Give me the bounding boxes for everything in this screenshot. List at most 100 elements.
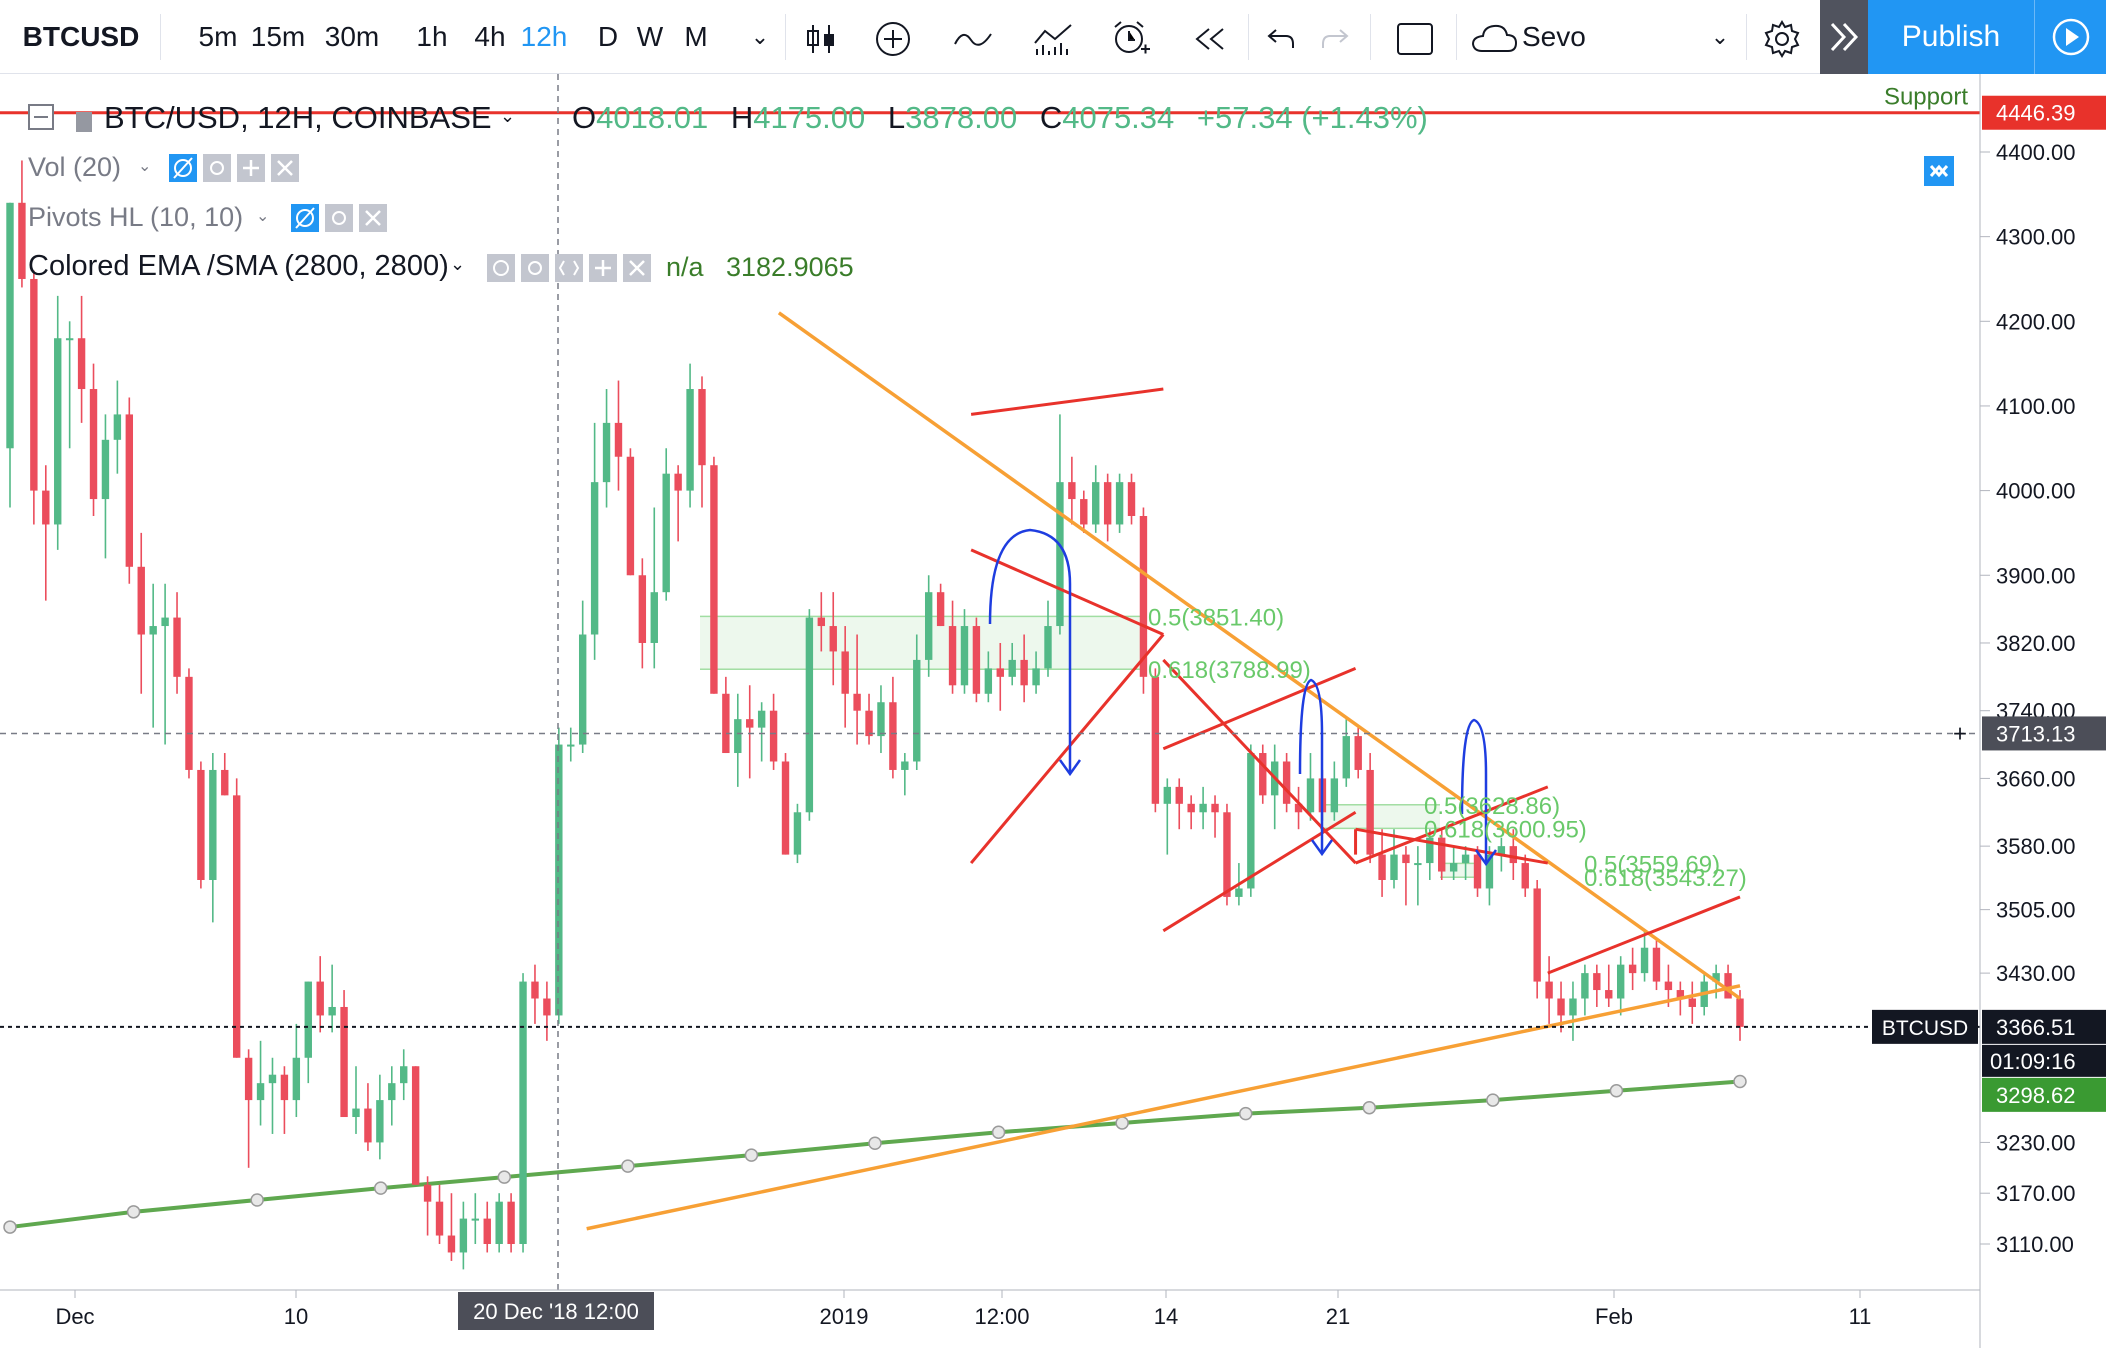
publish-options-button[interactable] [2034, 0, 2106, 74]
x-tick-label: 10 [284, 1304, 308, 1329]
y-tick-label: 3660.00 [1996, 766, 2076, 791]
candle-body [1605, 990, 1613, 999]
toolbar-divider [1248, 14, 1249, 60]
fullscreen-icon[interactable] [1390, 0, 1440, 74]
interval-12h[interactable]: 12h [520, 21, 568, 52]
candle-body [42, 490, 50, 525]
candle-body [459, 1218, 468, 1253]
candle-body [590, 482, 599, 635]
support-price-tag [1982, 95, 2106, 130]
alert-icon[interactable] [1106, 0, 1156, 74]
ema-price-tag [1982, 1077, 2106, 1112]
add-indicator-icon[interactable] [868, 0, 918, 74]
candle-body [1211, 803, 1219, 813]
ema-point [1115, 1116, 1129, 1130]
candle-body [1175, 786, 1183, 804]
candle-body [1640, 947, 1649, 974]
candle-body [972, 626, 981, 694]
fib-label: 0.5(3559.69) [1584, 851, 1720, 878]
interval-W[interactable]: W [636, 21, 664, 52]
interval-M[interactable]: M [684, 21, 708, 52]
collapse-panel-button[interactable] [1820, 0, 1868, 74]
candle-body [1449, 863, 1458, 872]
interval-dropdown-icon[interactable]: ⌄ [750, 24, 770, 49]
candles-style-icon[interactable] [796, 0, 846, 74]
candle-body [268, 1074, 277, 1084]
interval-4h[interactable]: 4h [474, 21, 506, 52]
candle-body [280, 1074, 289, 1101]
x-cursor-label: 20 Dec '18 12:00 [473, 1299, 639, 1324]
x-tick-label: 14 [1154, 1304, 1178, 1329]
symbol-search[interactable]: BTCUSD [22, 21, 140, 52]
price-axis-background [1981, 74, 2106, 1348]
candle-body [197, 769, 205, 880]
interval-15m[interactable]: 15m [250, 21, 306, 52]
interval-D[interactable]: D [597, 21, 619, 52]
crosshair-price-value: 3713.13 [1996, 721, 2076, 746]
ema-point [373, 1181, 388, 1195]
candle-body [256, 1083, 265, 1101]
candle-body [984, 668, 993, 694]
candle-body [1294, 803, 1303, 813]
layout-dropdown-icon[interactable]: ⌄ [1710, 24, 1730, 49]
interval-1h[interactable]: 1h [416, 21, 448, 52]
candle-body [1521, 863, 1529, 889]
blue-arrow-head [1310, 839, 1334, 857]
candle-body [710, 465, 718, 694]
candle-body [578, 634, 587, 745]
last-price-tag [1982, 1009, 2106, 1044]
countdown-tag [1982, 1044, 2106, 1077]
red-trendline [1547, 895, 1741, 975]
replay-icon[interactable] [1184, 0, 1234, 74]
candle-body [924, 592, 933, 660]
candle-body [1187, 803, 1195, 813]
candle-body [793, 812, 802, 855]
publish-button[interactable]: Publish [1868, 0, 2034, 74]
red-trendline [1355, 827, 1549, 865]
candle-body [232, 795, 241, 1058]
fib-zone [1320, 804, 1440, 829]
candle-body [1402, 854, 1410, 864]
countdown-value: 01:09:16 [1990, 1049, 2076, 1074]
red-trendline [1162, 811, 1357, 933]
candle-body [125, 414, 134, 567]
fib-label: 0.5(3851.40) [1148, 604, 1284, 631]
candle-body [1461, 854, 1470, 864]
candle-body [1139, 516, 1148, 677]
x-tick-label: 11 [1849, 1304, 1872, 1329]
y-tick-label: 3430.00 [1996, 961, 2076, 986]
layout-name[interactable]: Sevo BTCUSD [1522, 21, 1637, 126]
y-tick-label: 4300.00 [1996, 225, 2076, 250]
candle-body [364, 1108, 372, 1143]
settings-gear-icon[interactable] [1754, 0, 1810, 74]
cloud-icon[interactable] [1466, 0, 1522, 74]
candle-body [996, 668, 1004, 677]
x-tick-label: 21 [1326, 1304, 1350, 1329]
ema-point [3, 1220, 17, 1234]
interval-30m[interactable]: 30m [324, 21, 380, 52]
toolbar-divider [160, 14, 161, 60]
candle-body [1127, 482, 1136, 516]
candle-body [388, 1083, 396, 1101]
ema-point [1238, 1106, 1253, 1121]
candle-body [1163, 786, 1172, 804]
candle-body [877, 702, 885, 737]
candle-body [531, 981, 539, 999]
candle-body [1366, 769, 1374, 855]
y-tick-label: 4000.00 [1996, 479, 2076, 504]
red-trendline [1162, 658, 1357, 865]
ema-point [868, 1136, 882, 1151]
candle-body [1628, 964, 1637, 974]
support-label: Support [1884, 84, 1968, 111]
blue-arrow-path [1460, 718, 1488, 864]
candle-body [650, 592, 658, 643]
compare-icon[interactable] [948, 0, 998, 74]
interval-5m[interactable]: 5m [198, 21, 238, 52]
ema-point [1486, 1093, 1500, 1107]
candle-body [1497, 846, 1506, 855]
indicators-icon[interactable] [1028, 0, 1078, 74]
price-chart[interactable]: Support + 0.5(3851.40) 0.618(3788.99) 0.5(3… [0, 74, 2106, 1348]
candle-body [54, 338, 62, 525]
redo-icon[interactable] [1312, 0, 1358, 74]
undo-icon[interactable] [1258, 0, 1304, 74]
